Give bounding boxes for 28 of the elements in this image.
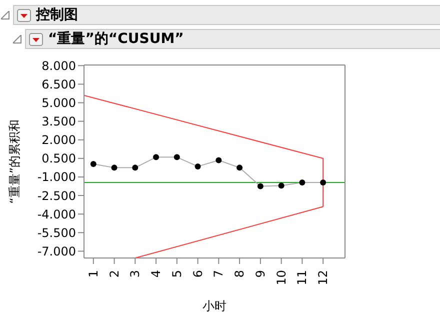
y-tick-label: -2.500	[37, 188, 76, 203]
x-tick-label: 9	[253, 270, 268, 278]
x-tick-label: 7	[212, 270, 226, 278]
x-tick-label: 6	[190, 270, 205, 278]
y-tick-label: -5.500	[37, 226, 76, 240]
x-tick-label: 12	[316, 270, 330, 286]
y-tick-label: 6.500	[42, 77, 76, 92]
chart-subtitle: “重量”的“CUSUM”	[48, 30, 184, 48]
y-tick-label: -7.000	[37, 244, 76, 258]
x-tick-label: 3	[128, 270, 142, 278]
y-tick-label: 5.000	[42, 96, 76, 110]
y-tick-label: -4.000	[37, 207, 76, 222]
y-tick-label: 0.500	[42, 152, 76, 166]
chart-title: 控制图	[36, 6, 78, 24]
y-tick-label: 3.500	[42, 114, 76, 129]
x-axis-title: 小时	[202, 299, 226, 313]
x-tick-label: 4	[149, 270, 164, 278]
y-axis-title: “重量”的累积和	[7, 119, 22, 204]
y-tick-label: 2.000	[42, 133, 76, 148]
y-tick-label: 8.000	[42, 58, 76, 73]
line-series	[84, 94, 324, 258]
x-tick-label: 8	[232, 270, 247, 278]
x-tick-label: 2	[107, 270, 122, 278]
y-tick-label: -1.000	[37, 170, 76, 184]
x-tick-label: 11	[295, 270, 310, 286]
x-tick-label: 5	[170, 270, 184, 278]
x-tick-label: 1	[86, 270, 100, 278]
x-tick-label: 10	[274, 270, 288, 286]
